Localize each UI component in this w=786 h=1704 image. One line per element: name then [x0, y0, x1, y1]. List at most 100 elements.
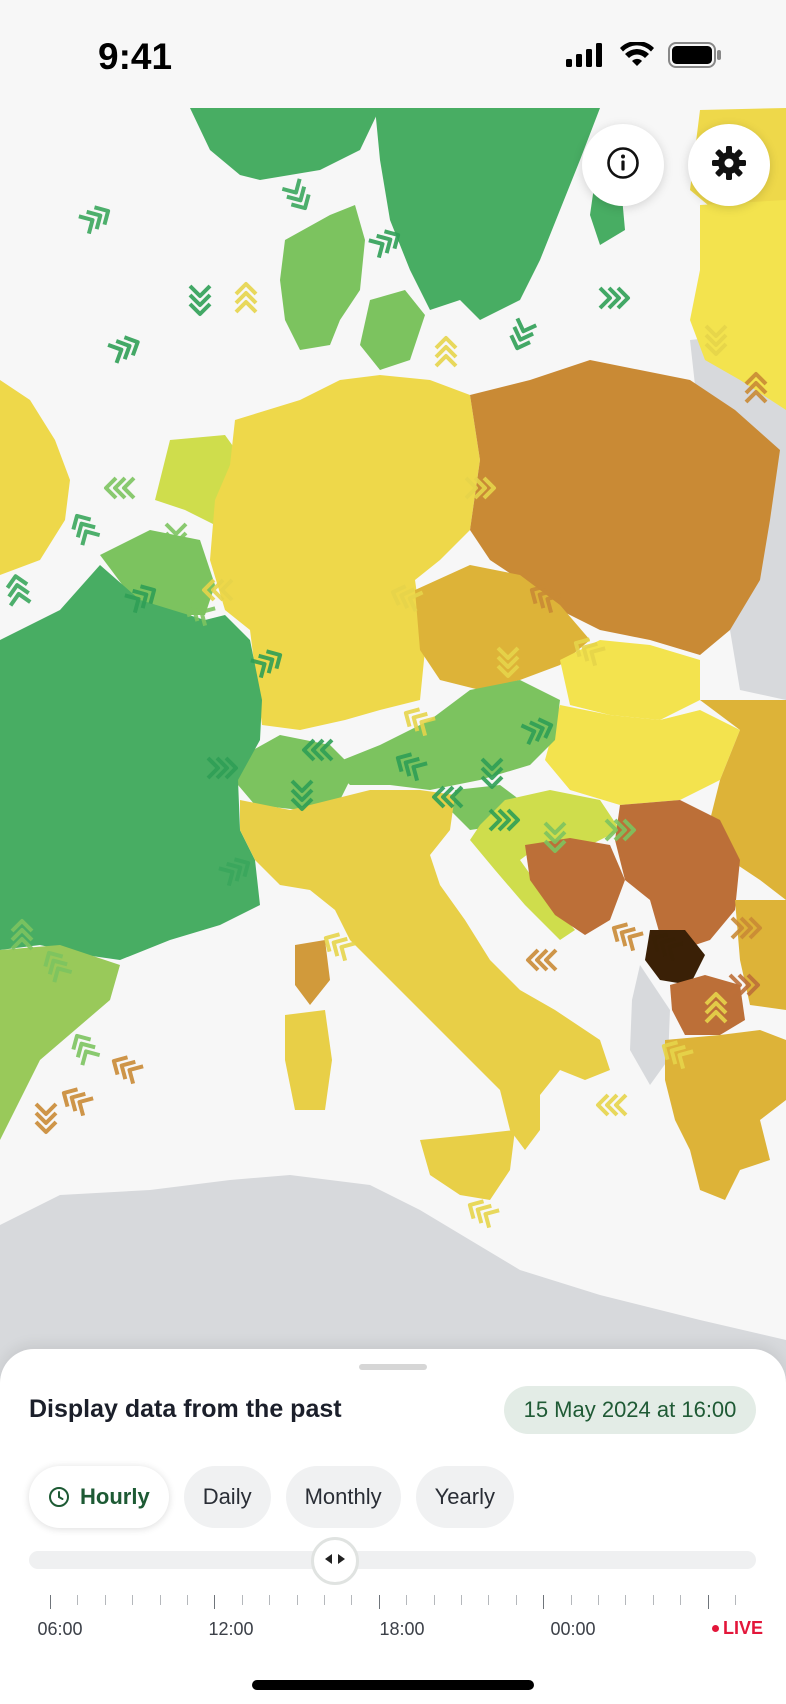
slider-tick	[378, 1595, 380, 1609]
slider-tick	[570, 1595, 572, 1605]
status-icons	[566, 40, 722, 73]
flow-arrow	[250, 649, 283, 679]
tab-yearly[interactable]: Yearly	[415, 1466, 514, 1528]
slider-tick	[351, 1595, 353, 1605]
flow-arrow	[596, 1093, 628, 1117]
country-bosnia	[525, 838, 625, 935]
slider-tick	[214, 1595, 216, 1609]
country-poland	[470, 360, 780, 655]
sheet-grabber[interactable]	[359, 1364, 427, 1370]
country-sweden	[375, 108, 600, 320]
flow-arrow	[281, 178, 311, 211]
flow-arrow	[611, 922, 644, 952]
flow-arrow	[661, 1040, 694, 1070]
country-greece	[665, 1030, 786, 1200]
country-romania	[700, 700, 786, 900]
slider-tick	[269, 1595, 271, 1605]
time-slider-track[interactable]	[29, 1551, 756, 1569]
country-serbia	[615, 800, 740, 950]
flow-arrow	[464, 476, 496, 500]
flow-arrow	[598, 286, 630, 310]
info-button[interactable]	[582, 124, 664, 206]
flow-arrow	[206, 756, 238, 780]
time-slider-thumb[interactable]	[311, 1537, 359, 1585]
status-bar: 9:41	[0, 0, 786, 108]
flow-arrow	[34, 1102, 58, 1134]
flow-arrow	[234, 282, 258, 314]
country-corsica	[295, 940, 330, 1005]
country-italy	[240, 790, 610, 1150]
flow-arrow	[432, 785, 464, 809]
flow-arrow	[728, 973, 760, 997]
flow-arrow	[71, 513, 101, 546]
albania-north-land	[630, 965, 670, 1085]
flow-arrow	[488, 808, 520, 832]
flow-arrow	[61, 1087, 94, 1117]
tab-hourly-label: Hourly	[80, 1484, 150, 1509]
flow-arrow	[403, 707, 436, 737]
history-panel: Display data from the past 15 May 2024 a…	[0, 1349, 786, 1704]
country-belgium	[100, 530, 215, 615]
flow-arrow	[529, 584, 562, 614]
flow-arrow	[323, 932, 356, 962]
home-indicator	[252, 1680, 534, 1690]
country-hungary	[545, 705, 740, 805]
info-icon	[606, 146, 640, 185]
panel-title: Display data from the past	[29, 1395, 342, 1423]
flow-arrow	[107, 335, 140, 364]
tab-daily[interactable]: Daily	[183, 1466, 271, 1528]
slider-tick	[652, 1595, 654, 1605]
flow-arrow	[368, 229, 401, 259]
tab-monthly[interactable]: Monthly	[285, 1466, 401, 1528]
wifi-icon	[620, 40, 654, 73]
live-button[interactable]: LIVE	[712, 1618, 763, 1639]
time-label-1800: 18:00	[379, 1619, 425, 1639]
flow-arrow	[704, 992, 728, 1024]
slider-tick	[104, 1595, 106, 1605]
flow-arrow	[543, 821, 567, 853]
status-time: 9:41	[98, 36, 173, 77]
time-label-0000: 00:00	[550, 1619, 596, 1639]
flow-arrow	[290, 779, 314, 811]
country-denmark	[280, 205, 365, 350]
slider-tick	[735, 1595, 736, 1605]
flow-arrow	[10, 919, 34, 951]
slider-tick	[296, 1595, 298, 1605]
flow-arrow	[526, 948, 558, 972]
country-france	[0, 565, 262, 960]
flow-arrow	[467, 1199, 500, 1229]
selected-datetime-badge: 15 May 2024 at 16:00	[504, 1386, 756, 1434]
time-label-0600: 06:00	[37, 1619, 83, 1639]
flow-arrow	[104, 476, 136, 500]
slider-tick	[461, 1595, 462, 1605]
time-ticks	[0, 1595, 786, 1615]
flow-arrow	[395, 752, 428, 782]
settings-button[interactable]	[688, 124, 770, 206]
flow-arrow	[43, 950, 73, 983]
flow-arrow	[496, 646, 520, 678]
slider-tick	[77, 1595, 79, 1605]
flow-arrow	[124, 584, 157, 614]
flow-arrow	[520, 717, 554, 746]
flow-arrow	[744, 372, 768, 404]
cellular-signal-icon	[566, 43, 606, 72]
country-germany	[210, 375, 480, 730]
slider-tick	[132, 1595, 134, 1605]
flow-arrow	[480, 757, 504, 789]
flow-arrow	[5, 574, 32, 607]
flow-arrow	[434, 336, 458, 368]
slider-tick	[515, 1595, 517, 1605]
country-latvia-lithuania	[690, 200, 786, 410]
flow-arrow	[573, 637, 606, 667]
country-austria	[330, 680, 560, 790]
slider-tick	[488, 1595, 490, 1605]
flow-arrow	[111, 1055, 144, 1085]
flow-arrow	[202, 578, 234, 602]
slider-tick	[50, 1595, 51, 1609]
tab-hourly[interactable]: Hourly	[29, 1466, 169, 1528]
flow-arrow	[71, 1033, 101, 1066]
slider-tick	[707, 1595, 709, 1609]
slider-tick	[159, 1595, 161, 1605]
country-norway	[190, 108, 380, 180]
slider-tick	[625, 1595, 627, 1605]
